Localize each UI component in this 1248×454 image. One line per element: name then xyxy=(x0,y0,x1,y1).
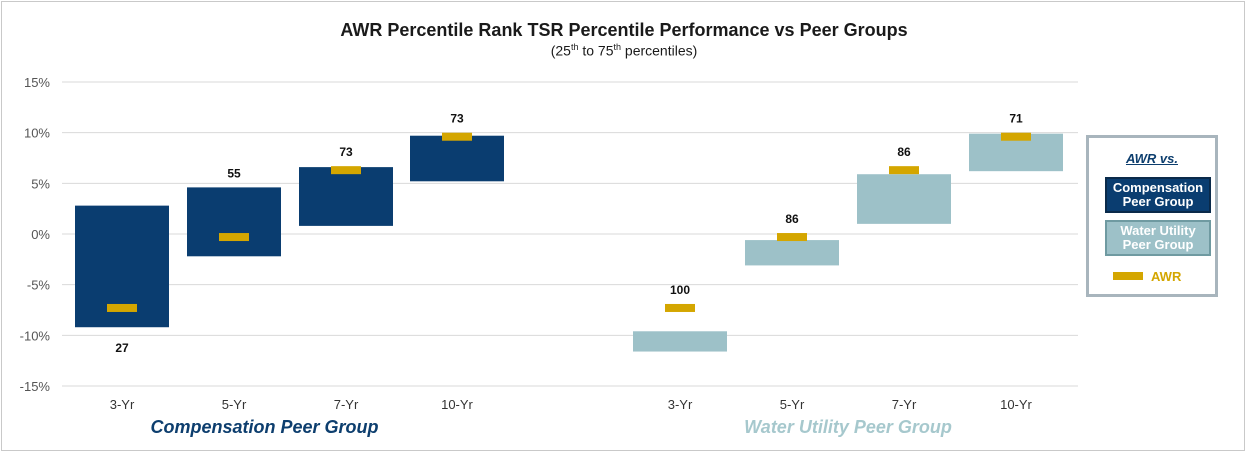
group-label: Compensation Peer Group xyxy=(150,417,378,437)
legend-title: AWR vs. xyxy=(1125,151,1178,166)
range-bar xyxy=(299,167,393,226)
range-bar xyxy=(745,240,839,266)
y-tick-label: 0% xyxy=(31,227,50,242)
x-tick-label: 7-Yr xyxy=(892,397,917,412)
x-tick-label: 3-Yr xyxy=(668,397,693,412)
y-tick-label: -10% xyxy=(20,328,51,343)
rank-label: 73 xyxy=(450,112,464,126)
rank-label: 86 xyxy=(897,145,911,159)
x-tick-label: 7-Yr xyxy=(334,397,359,412)
rank-label: 71 xyxy=(1009,112,1023,126)
awr-marker xyxy=(219,233,249,242)
awr-marker xyxy=(889,166,919,175)
awr-marker xyxy=(665,303,695,312)
legend-water-utility-peer-group: Water Utility Peer Group xyxy=(1105,220,1211,256)
legend-comp-peer-group: Compensation Peer Group xyxy=(1105,177,1211,213)
y-tick-label: -15% xyxy=(20,379,51,394)
chart-title: AWR Percentile Rank TSR Percentile Perfo… xyxy=(340,20,908,40)
awr-marker xyxy=(777,233,807,242)
y-tick-label: 15% xyxy=(24,75,50,90)
rank-label: 55 xyxy=(227,166,241,180)
awr-marker xyxy=(107,303,137,312)
rank-label: 73 xyxy=(339,145,353,159)
range-bar xyxy=(857,174,951,224)
range-bar xyxy=(633,331,727,352)
chart-subtitle: (25th to 75th percentiles) xyxy=(550,42,698,59)
x-tick-label: 10-Yr xyxy=(441,397,473,412)
x-tick-label: 3-Yr xyxy=(110,397,135,412)
x-tick-label: 5-Yr xyxy=(222,397,247,412)
rank-label: 27 xyxy=(115,341,129,355)
y-tick-label: 5% xyxy=(31,176,50,191)
rank-label: 86 xyxy=(785,212,799,226)
y-tick-label: 10% xyxy=(24,126,50,141)
awr-marker xyxy=(331,166,361,175)
rank-label: 100 xyxy=(670,283,690,297)
legend-awr-label: AWR xyxy=(1151,269,1182,284)
range-bar xyxy=(410,135,504,182)
awr-marker xyxy=(442,132,472,141)
x-tick-label: 5-Yr xyxy=(780,397,805,412)
group-label: Water Utility Peer Group xyxy=(744,417,952,437)
legend-awr-swatch xyxy=(1113,272,1143,280)
x-tick-label: 10-Yr xyxy=(1000,397,1032,412)
legend: AWR vs. Compensation Peer Group Water Ut… xyxy=(1086,135,1218,297)
y-tick-label: -5% xyxy=(27,278,51,293)
awr-marker xyxy=(1001,132,1031,141)
range-bar xyxy=(187,187,281,257)
